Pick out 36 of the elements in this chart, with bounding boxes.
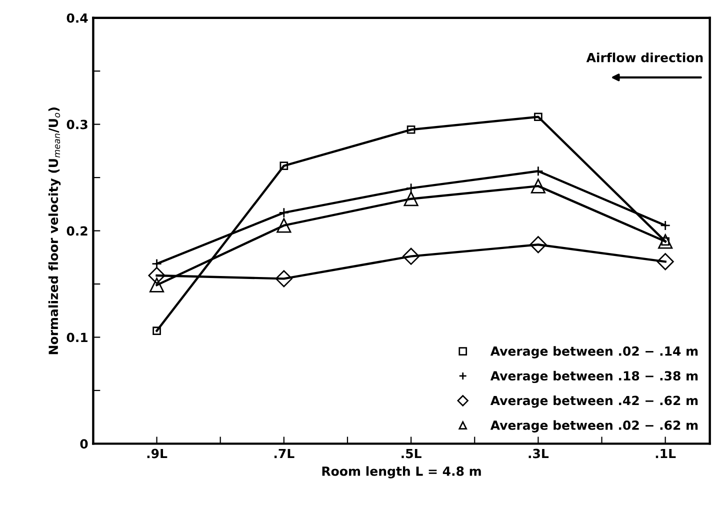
point xyxy=(656,253,674,270)
point xyxy=(276,218,292,233)
x-tick-label: .3L xyxy=(528,448,549,458)
point xyxy=(660,220,671,231)
point xyxy=(148,266,166,284)
legend-label: Average between .18 − .38 m xyxy=(490,370,698,384)
point xyxy=(530,236,547,254)
legend-label: Average between .42 − .62 m xyxy=(490,396,698,408)
y-tick-label: 0.4 xyxy=(66,13,88,23)
point xyxy=(402,248,420,265)
annotation: Airflow direction xyxy=(586,52,703,62)
y-tick-label: 0.3 xyxy=(66,120,88,130)
y-tick-label: 0.1 xyxy=(66,332,88,342)
x-axis-title: Room length L = 4.8 m xyxy=(322,466,481,478)
x-tick-label: .9L xyxy=(147,448,168,458)
point xyxy=(404,192,418,206)
y-tick-label: 0 xyxy=(80,439,88,449)
point xyxy=(406,125,416,134)
x-tick-label: .7L xyxy=(274,448,294,458)
legend-label: Average between .02 − .62 m xyxy=(490,420,698,432)
point xyxy=(406,182,416,194)
point xyxy=(275,270,292,288)
y-tick-label: 0.2 xyxy=(66,226,88,236)
point xyxy=(278,207,290,218)
legend-label: Average between .02 − .14 m xyxy=(490,346,698,358)
point xyxy=(534,112,542,122)
point xyxy=(152,258,162,269)
x-tick-label: .1L xyxy=(656,448,676,458)
point xyxy=(149,278,164,292)
x-tick-label: .5L xyxy=(402,448,422,458)
point xyxy=(532,166,544,176)
point xyxy=(280,162,288,170)
point xyxy=(530,178,546,194)
y-axis-title: Normalized floor velocity (U$_{mean}$/U$_{o}$) xyxy=(48,108,61,354)
point xyxy=(658,234,673,249)
point xyxy=(152,326,161,336)
